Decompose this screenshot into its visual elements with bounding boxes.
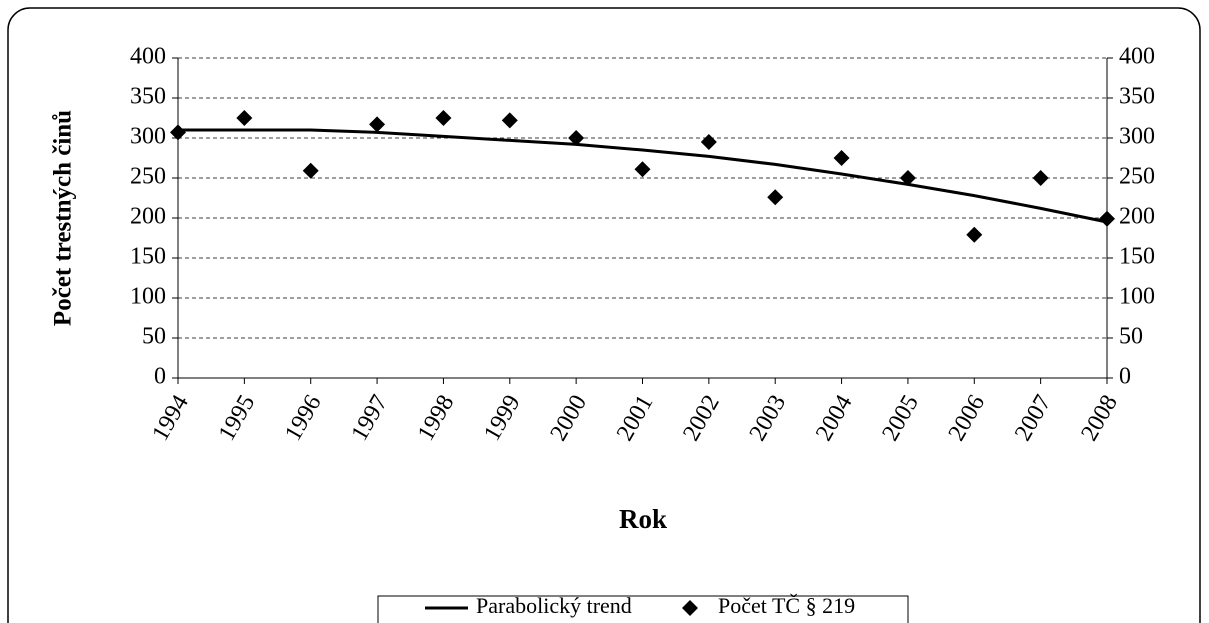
scatter-point	[833, 150, 850, 166]
y-tick-label: 350	[130, 84, 166, 110]
y-tick-label: 0	[154, 364, 166, 390]
legend-label: Parabolický trend	[476, 593, 632, 618]
y2-tick-label: 350	[1119, 84, 1155, 110]
scatter-point	[634, 161, 651, 178]
scatter-point	[568, 130, 585, 146]
scatter-point	[767, 189, 784, 206]
y2-tick-label: 200	[1119, 204, 1155, 230]
scatter-point	[966, 226, 983, 243]
legend-label: Počet TČ § 219	[718, 593, 855, 618]
y2-tick-label: 150	[1119, 244, 1155, 270]
y-tick-label: 300	[130, 124, 166, 150]
scatter-point	[899, 170, 916, 186]
scatter-point	[236, 110, 253, 126]
y-tick-label: 50	[142, 324, 166, 350]
scatter-point	[1032, 170, 1049, 186]
y2-tick-label: 0	[1119, 364, 1131, 390]
scatter-point	[302, 162, 319, 179]
y-tick-label: 400	[130, 44, 166, 70]
y2-tick-label: 250	[1119, 164, 1155, 190]
chart-frame	[7, 7, 1201, 623]
y-tick-label: 250	[130, 164, 166, 190]
y2-tick-label: 300	[1119, 124, 1155, 150]
scatter-point	[501, 112, 518, 129]
y2-tick-label: 50	[1119, 324, 1143, 350]
y-tick-label: 100	[130, 284, 166, 310]
scatter-point	[170, 124, 186, 141]
scatter-point	[369, 116, 386, 133]
scatter-point	[1099, 210, 1115, 227]
legend-swatch	[682, 600, 698, 616]
y2-tick-label: 100	[1119, 284, 1155, 310]
scatter-point	[435, 110, 452, 126]
x-axis-title: Rok	[619, 504, 667, 534]
y-tick-label: 200	[130, 204, 166, 230]
scatter-point	[700, 134, 717, 150]
trend-line	[178, 128, 1108, 224]
y-axis-title: Počet trestných činů	[50, 110, 77, 326]
y2-tick-label: 400	[1119, 44, 1155, 70]
y-tick-label: 150	[130, 244, 166, 270]
